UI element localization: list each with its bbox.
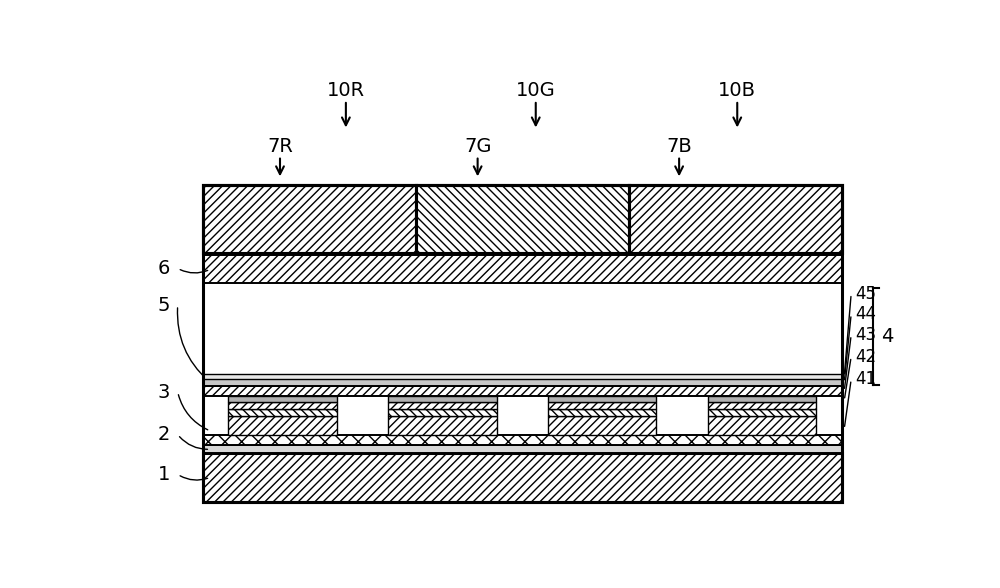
Bar [548, 396, 656, 402]
Bar [708, 416, 816, 435]
Bar [202, 386, 842, 396]
Text: 7B: 7B [666, 137, 692, 156]
Bar [416, 185, 629, 253]
Text: 10G: 10G [516, 81, 556, 101]
Text: 7G: 7G [464, 137, 491, 156]
Bar [228, 402, 337, 409]
Text: 45: 45 [855, 285, 876, 303]
Bar [388, 402, 497, 409]
Bar [708, 409, 816, 416]
Text: 2: 2 [158, 425, 170, 444]
Bar [388, 409, 497, 416]
Bar [202, 185, 842, 502]
Text: 10R: 10R [327, 81, 365, 101]
Bar [202, 435, 842, 446]
Bar [548, 416, 656, 435]
Text: 43: 43 [855, 326, 876, 344]
Bar [202, 453, 842, 502]
Text: 1: 1 [158, 465, 170, 484]
Text: 42: 42 [855, 348, 876, 366]
Bar [708, 396, 816, 402]
Bar [388, 396, 497, 402]
Bar [202, 446, 842, 453]
Text: 5: 5 [158, 296, 170, 315]
Bar [228, 396, 337, 402]
Bar [202, 375, 842, 379]
Text: 41: 41 [855, 370, 876, 388]
Text: 10B: 10B [718, 81, 756, 101]
Bar [629, 185, 842, 253]
Text: 44: 44 [855, 305, 876, 323]
Text: 7R: 7R [267, 137, 293, 156]
Bar [708, 402, 816, 409]
Bar [228, 409, 337, 416]
Text: 3: 3 [158, 383, 170, 402]
Bar [228, 416, 337, 435]
Bar [548, 409, 656, 416]
Bar [388, 416, 497, 435]
Bar [202, 255, 842, 283]
Bar [202, 185, 416, 253]
Text: 4: 4 [881, 327, 893, 346]
Bar [548, 402, 656, 409]
Bar [202, 185, 842, 253]
Bar [202, 379, 842, 386]
Text: 6: 6 [158, 259, 170, 278]
